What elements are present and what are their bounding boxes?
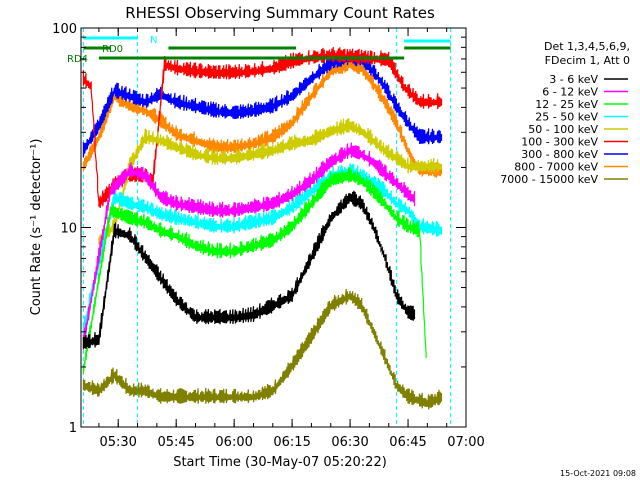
x-tick-label-6: 07:00 bbox=[447, 435, 484, 450]
legend-label-2: 12 - 25 keV bbox=[535, 98, 598, 111]
x-axis-label: Start Time (30-May-07 05:20:22) bbox=[173, 455, 387, 470]
y-axis-label: Count Rate (s⁻¹ detector⁻¹) bbox=[29, 139, 44, 316]
x-tick-label-4: 06:30 bbox=[331, 435, 368, 450]
series-0-trace bbox=[82, 190, 416, 350]
x-tick-label-2: 06:00 bbox=[215, 435, 252, 450]
x-tick-label-1: 05:45 bbox=[157, 435, 194, 450]
series-2-trace bbox=[82, 167, 427, 374]
legend: Det 1,3,4,5,6,9, FDecim 1, Att 0 3 - 6 k… bbox=[500, 40, 630, 186]
flag-label-rd0: RD0 bbox=[102, 44, 123, 55]
legend-header-line-1: Det 1,3,4,5,6,9, bbox=[544, 40, 630, 53]
legend-header-line-2: FDecim 1, Att 0 bbox=[545, 54, 630, 67]
y-tick-label-1: 10 bbox=[60, 222, 77, 237]
series-8-trace bbox=[82, 288, 443, 410]
series-6-trace bbox=[82, 50, 443, 158]
flag-label-rd4: RD4 bbox=[67, 54, 88, 65]
y-tick-label-0: 1 bbox=[69, 421, 77, 436]
series-1-trace bbox=[82, 142, 416, 350]
legend-label-1: 6 - 12 keV bbox=[542, 86, 598, 99]
legend-label-4: 50 - 100 keV bbox=[528, 123, 598, 136]
axes: 05:30 05:45 06:00 06:15 06:30 06:45 07:00 1 10 10… bbox=[52, 22, 485, 450]
legend-label-6: 300 - 800 keV bbox=[521, 148, 598, 161]
legend-label-0: 3 - 6 keV bbox=[549, 73, 598, 86]
legend-label-7: 800 - 7000 keV bbox=[514, 161, 598, 174]
legend-label-3: 25 - 50 keV bbox=[535, 111, 598, 124]
x-tick-label-5: 06:45 bbox=[389, 435, 426, 450]
series-3-trace bbox=[82, 163, 443, 337]
series-7-trace bbox=[82, 57, 443, 178]
plot-content bbox=[82, 28, 452, 427]
legend-label-5: 100 - 300 keV bbox=[521, 136, 598, 149]
flag-label-n: N bbox=[150, 35, 157, 46]
x-tick-label-0: 05:30 bbox=[99, 435, 136, 450]
x-tick-label-3: 06:15 bbox=[273, 435, 310, 450]
chart-title: RHESSI Observing Summary Count Rates bbox=[125, 4, 435, 22]
series-4-trace bbox=[98, 117, 443, 245]
legend-label-8: 7000 - 15000 keV bbox=[500, 173, 598, 186]
footer-timestamp: 15-Oct-2021 09:08 bbox=[560, 469, 636, 478]
plot-area: RD0 RD4 N bbox=[67, 28, 452, 427]
y-tick-label-2: 100 bbox=[52, 22, 77, 37]
